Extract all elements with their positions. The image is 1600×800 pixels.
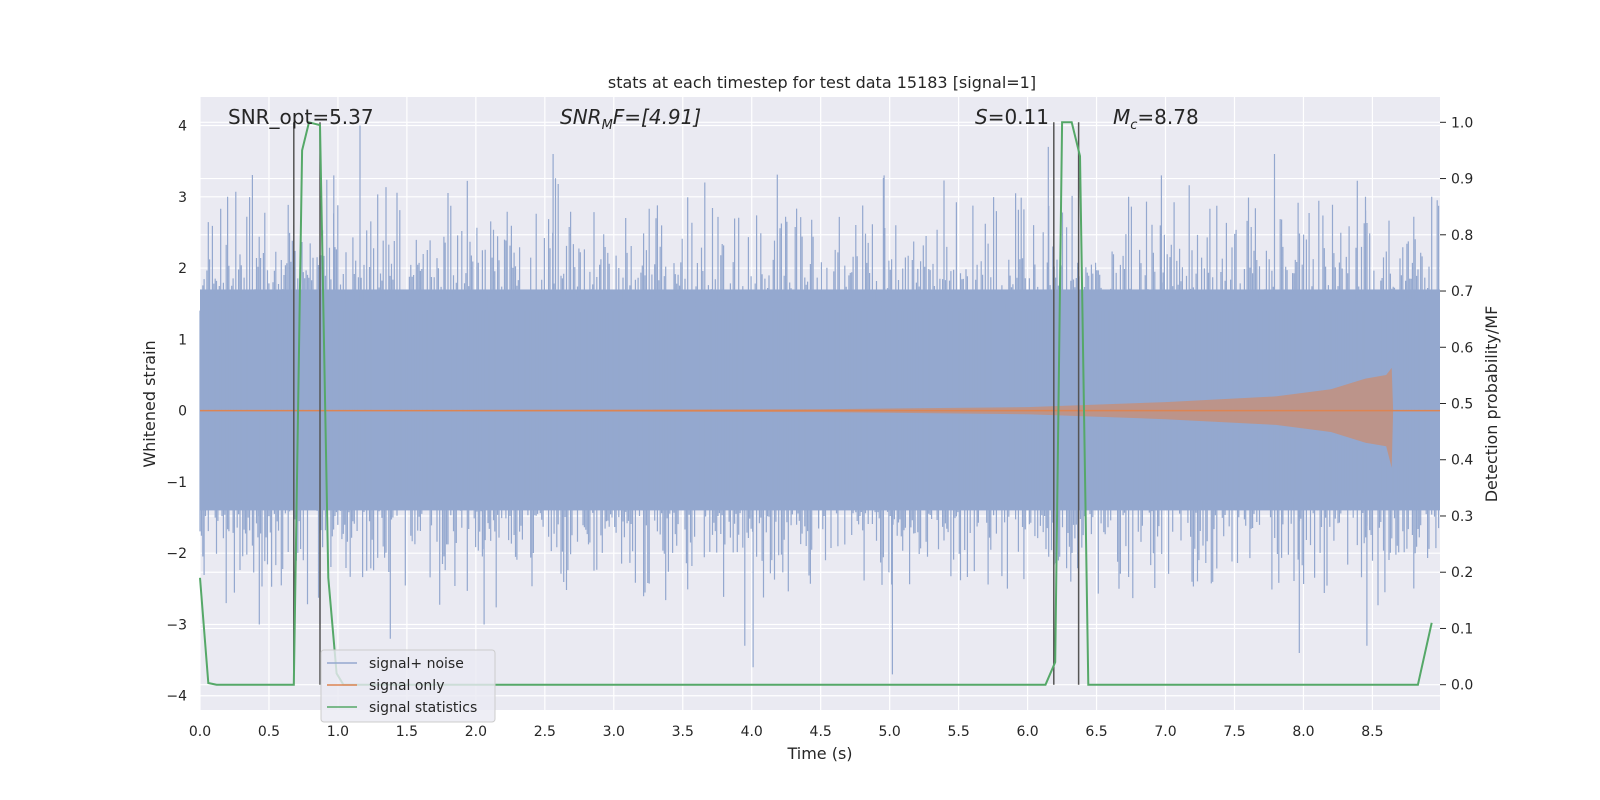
x-tick-label: 6.0 [1016,724,1038,740]
chart-title: stats at each timestep for test data 151… [608,73,1036,92]
annotation-mc-main: M [1113,105,1130,129]
x-ticks: 0.0 0.5 1.0 1.5 2.0 2.5 3.0 3.5 4.0 4.5 5.0 5.5 6.0 6… [189,724,1384,740]
annotation-snr-mf-main: SNR [560,105,602,129]
x-tick-label: 7.0 [1154,724,1176,740]
x-tick-label: 3.0 [603,724,625,740]
y-tick-label-right: 0.0 [1451,678,1473,694]
x-tick-label: 3.5 [672,724,694,740]
y-tick-label-left: −4 [166,689,187,705]
annotation-snr-opt: SNR_opt=5.37 [228,105,374,129]
y-axis-label-left: Whitened strain [140,340,159,467]
vertical-markers [293,122,1080,685]
y-tick-label-right: 0.9 [1451,172,1473,188]
y-tick-label-left: −2 [166,546,187,562]
y-tick-label-right: 1.0 [1451,115,1473,131]
x-tick-label: 0.5 [258,724,280,740]
signal-envelope [200,367,1440,468]
y-tick-label-left: −1 [166,475,187,491]
y-tick-label-right: 0.3 [1451,509,1473,525]
x-tick-label: 8.5 [1361,724,1383,740]
y-tick-label-left: 2 [178,261,187,277]
x-tick-label: 6.5 [1085,724,1107,740]
annotation-mc-sub: c [1130,118,1137,133]
y-tick-label-right: 0.4 [1451,453,1473,469]
y-ticks-left: 4 3 2 1 0 −1 −2 −3 −4 [166,119,187,705]
y-tick-label-left: 4 [178,119,187,135]
annotation-snr-mf-tail: F=[4.91] [613,105,701,129]
x-axis-label: Time (s) [786,744,852,763]
x-tick-label: 7.5 [1223,724,1245,740]
annotation-snr-mf-sub: M [602,118,613,133]
x-tick-label: 5.5 [947,724,969,740]
x-tick-label: 8.0 [1292,724,1314,740]
legend-label-signal-statistics: signal statistics [369,700,477,716]
y-tick-label-left: −3 [166,617,187,633]
annotation-s-main: S [975,105,988,129]
y-tick-label-right: 0.5 [1451,397,1473,413]
y-tick-label-right: 0.2 [1451,565,1473,581]
y-tick-label-left: 0 [178,404,187,420]
y-ticks-right: 1.0 0.9 0.8 0.7 0.6 0.5 0.4 0.3 0.2 0.1 0.0 [1440,115,1473,694]
x-tick-label: 0.0 [189,724,211,740]
annotation-s-tail: =0.11 [988,105,1049,129]
y-tick-label-left: 3 [178,190,187,206]
legend-label-signal-plus-noise: signal+ noise [369,656,464,672]
y-tick-label-right: 0.8 [1451,228,1473,244]
legend: signal+ noise signal only signal statist… [320,649,496,723]
x-tick-label: 1.0 [327,724,349,740]
annotation-s: S=0.11 [975,105,1049,129]
annotation-mc: Mc=8.78 [1113,105,1199,133]
x-tick-label: 2.5 [534,724,556,740]
legend-label-signal-only: signal only [369,678,444,694]
x-tick-label: 2.0 [465,724,487,740]
y-tick-label-left: 1 [178,332,187,348]
x-tick-label: 4.0 [741,724,763,740]
annotation-mc-tail: =8.78 [1137,105,1198,129]
annotation-snr-mf: SNRMF=[4.91] [560,105,701,133]
x-tick-label: 5.0 [879,724,901,740]
y-tick-label-right: 0.7 [1451,284,1473,300]
y-tick-label-right: 0.6 [1451,340,1473,356]
y-axis-label-right: Detection probability/MF [1482,306,1501,503]
y-tick-label-right: 0.1 [1451,621,1473,637]
legend-box [320,649,496,723]
x-tick-label: 1.5 [396,724,418,740]
x-tick-label: 4.5 [810,724,832,740]
series-signal-only [200,367,1440,468]
